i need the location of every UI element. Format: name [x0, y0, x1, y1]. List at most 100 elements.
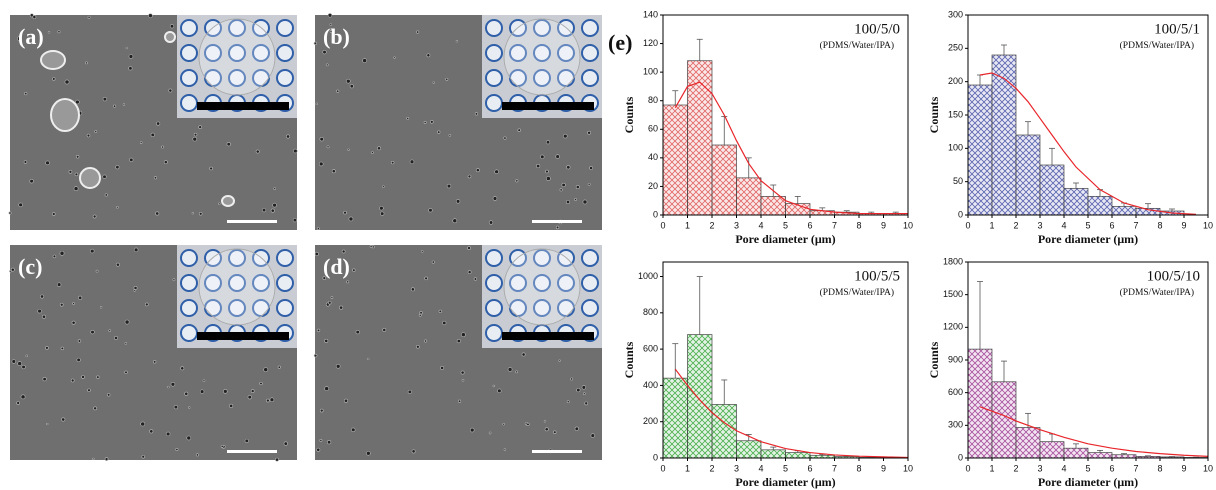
figure: (a)(b)(c)(d)(e)0123456789100204060801001… — [0, 0, 1216, 490]
y-tick-label: 1800 — [943, 256, 963, 266]
error-bar — [770, 447, 776, 450]
pore — [320, 439, 322, 441]
error-bar — [672, 344, 678, 378]
pore — [344, 211, 347, 214]
pore — [411, 288, 414, 291]
x-axis-label: Pore diameter (μm) — [1038, 232, 1138, 246]
scale-bar — [532, 450, 582, 453]
inset-logo — [486, 300, 502, 316]
pore — [96, 270, 98, 272]
pore — [576, 185, 579, 188]
chart-subtitle: (PDMS/Water/IPA) — [820, 287, 894, 298]
pore — [74, 187, 78, 191]
y-tick-label: 0 — [653, 452, 658, 462]
pore — [432, 261, 434, 263]
inset-film — [199, 249, 275, 325]
x-tick-label: 9 — [881, 463, 886, 473]
pore — [446, 78, 448, 80]
pore — [100, 306, 102, 308]
x-tick-label: 5 — [783, 220, 788, 230]
pore — [85, 62, 87, 64]
pore — [567, 166, 571, 170]
pore — [203, 380, 205, 382]
inset-logo — [486, 95, 502, 111]
x-tick-label: 9 — [1181, 463, 1186, 473]
pore — [367, 358, 369, 360]
pore — [429, 208, 433, 212]
x-axis-label: Pore diameter (μm) — [1038, 475, 1138, 489]
pore — [447, 184, 451, 188]
pore — [439, 310, 442, 313]
pore — [425, 277, 428, 280]
large-pore — [165, 32, 175, 42]
x-tick-label: 2 — [1013, 463, 1018, 473]
pore — [319, 162, 323, 166]
error-bar — [1145, 204, 1151, 209]
error-bar — [721, 380, 727, 405]
pore — [82, 375, 85, 378]
error-bar — [697, 39, 703, 60]
x-tick-label: 4 — [1061, 463, 1066, 473]
pore — [474, 278, 477, 281]
pore — [495, 170, 499, 174]
pore — [210, 167, 213, 170]
x-tick-label: 4 — [1061, 220, 1066, 230]
pore — [553, 431, 556, 434]
y-tick-label: 0 — [958, 209, 963, 219]
x-tick-label: 8 — [1157, 220, 1162, 230]
error-bar — [795, 196, 801, 203]
pore — [223, 389, 227, 393]
chart-title: 100/5/1 — [1154, 21, 1200, 37]
x-tick-label: 6 — [807, 220, 812, 230]
pore — [275, 458, 278, 461]
y-axis-label: Counts — [622, 341, 636, 378]
pore — [353, 269, 356, 272]
pore — [546, 176, 550, 180]
pore — [43, 377, 47, 381]
pore — [266, 399, 269, 402]
bar — [712, 145, 737, 215]
pore — [317, 329, 320, 332]
chart-title: 100/5/5 — [854, 268, 900, 284]
pore — [38, 309, 42, 313]
x-tick-label: 5 — [1085, 220, 1090, 230]
pore — [169, 89, 172, 92]
pore — [156, 122, 159, 125]
x-tick-label: 6 — [1109, 463, 1114, 473]
pore — [87, 134, 90, 137]
pore — [394, 57, 396, 59]
pore — [78, 296, 81, 299]
pore — [575, 427, 579, 431]
bar — [737, 178, 762, 215]
pore — [527, 423, 530, 426]
pore — [148, 14, 152, 18]
y-tick-label: 300 — [948, 9, 963, 19]
pore — [156, 212, 159, 215]
pore — [328, 301, 331, 304]
pore — [508, 367, 512, 371]
pore — [123, 104, 125, 106]
pore — [493, 197, 497, 201]
pore — [72, 321, 75, 324]
pore — [416, 345, 419, 348]
pore — [141, 422, 145, 426]
pore — [503, 423, 505, 425]
inset-logo — [582, 275, 598, 291]
pore — [21, 395, 25, 399]
pore — [468, 271, 471, 274]
pore — [314, 354, 317, 357]
inset-logo — [582, 20, 598, 36]
inset-logo — [277, 20, 293, 36]
pore — [372, 246, 374, 248]
pore — [151, 133, 155, 137]
inset-logo — [277, 275, 293, 291]
error-bar — [1073, 183, 1079, 188]
pore — [461, 333, 465, 337]
pore — [75, 100, 79, 104]
x-tick-label: 3 — [1037, 220, 1042, 230]
x-tick-label: 7 — [1133, 220, 1138, 230]
pore — [336, 90, 338, 92]
pore — [199, 126, 202, 129]
pore — [516, 180, 518, 182]
pore — [140, 141, 142, 143]
